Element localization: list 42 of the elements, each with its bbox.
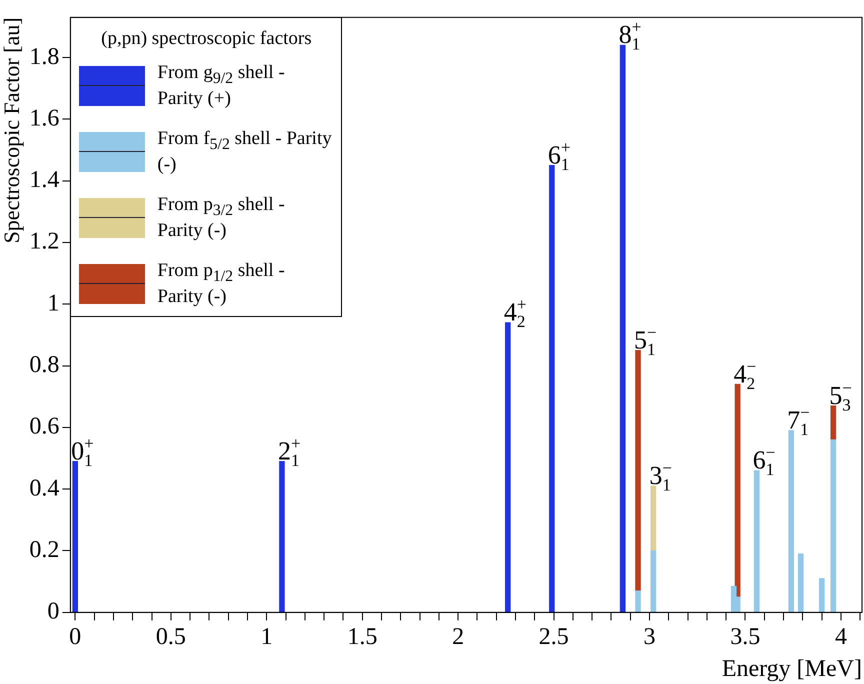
bar — [279, 461, 285, 612]
bar — [830, 439, 836, 612]
y-tick-label: 1 — [47, 290, 60, 316]
y-tick-label: 0.8 — [29, 352, 60, 378]
bar — [830, 406, 836, 440]
y-tick-label: 0.6 — [29, 414, 60, 440]
y-tick-label: 0.4 — [29, 475, 60, 502]
x-tick-label: 0.5 — [156, 624, 186, 650]
x-axis-title: Energy [MeV] — [722, 656, 862, 682]
x-tick-label: 2.5 — [538, 624, 569, 650]
bar — [635, 590, 641, 612]
text: From f$_{5/2}$ shell - Parity (-) — [157, 128, 332, 175]
bar — [734, 384, 740, 598]
x-tick-label: 1 — [260, 624, 273, 650]
y-tick-label: 0.2 — [29, 537, 60, 564]
bar — [818, 578, 825, 612]
bar — [788, 430, 794, 612]
bar — [635, 350, 641, 592]
bar — [650, 550, 656, 612]
bar — [620, 44, 626, 612]
y-tick-label: 1.4 — [29, 167, 60, 194]
x-tick-label: 1.5 — [347, 624, 378, 650]
bar — [549, 165, 555, 612]
bar — [505, 322, 511, 612]
legend-label: From p$_{3/2}$ shell - Parity (-) — [157, 194, 286, 242]
x-tick-label: 0 — [69, 624, 82, 650]
bar — [72, 461, 78, 612]
y-tick-label: 1.6 — [29, 105, 60, 132]
legend-label: From g$_{9/2}$ shell - Parity (+) — [157, 62, 286, 110]
legend-title: (p,pn) spectroscopic factors — [100, 28, 313, 50]
y-axis-title: Spectroscopic Factor [au] — [0, 17, 24, 244]
x-tick-label: 3 — [644, 624, 656, 650]
y-tick-label: 1.8 — [29, 44, 60, 70]
y-tick-label: 1.2 — [29, 228, 60, 255]
x-tick-label: 4 — [834, 624, 847, 650]
x-tick-label: 2 — [452, 624, 464, 650]
bar — [650, 486, 656, 552]
legend-label: From p$_{1/2}$ shell - Parity (-) — [157, 260, 286, 308]
x-tick-label: 3.5 — [730, 624, 760, 650]
bar — [754, 470, 760, 612]
bar — [798, 553, 804, 612]
y-tick-label: 0 — [47, 598, 60, 625]
